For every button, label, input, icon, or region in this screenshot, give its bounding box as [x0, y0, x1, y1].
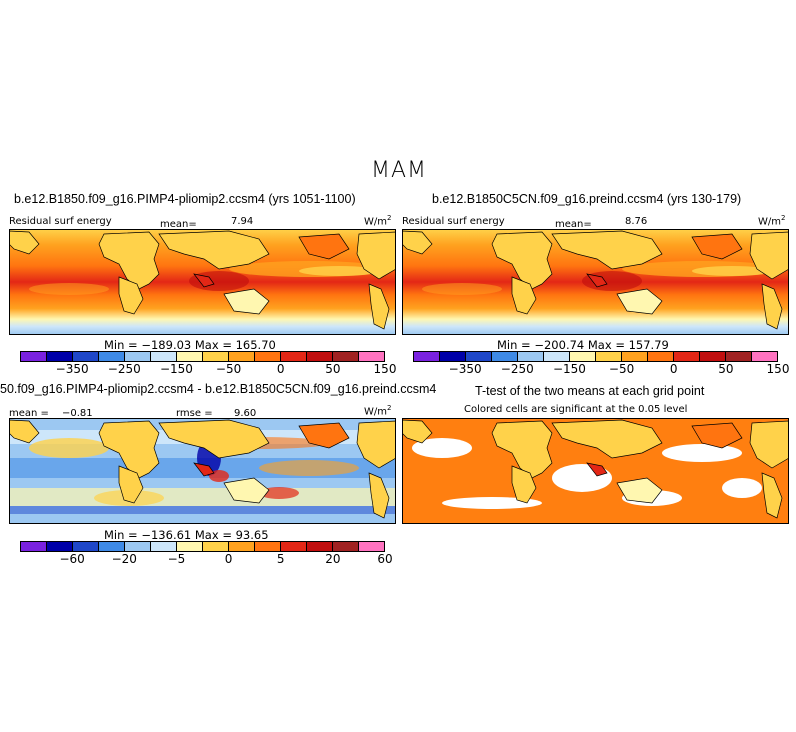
- panel3-map: [9, 418, 396, 524]
- colorbar-box: [255, 352, 281, 361]
- panel1-min-max: Min = −189.03 Max = 165.70: [104, 338, 276, 352]
- colorbar-box: [47, 542, 73, 551]
- panel1-units: W/m2: [364, 214, 392, 228]
- colorbar-tick-label: −150: [159, 362, 193, 376]
- colorbar-tick-label: 0: [669, 362, 678, 376]
- panel1-colorbar: [20, 351, 385, 362]
- panel3-colorbar: [20, 541, 385, 552]
- panel2-mean-label: mean=: [555, 219, 592, 230]
- colorbar-tick-label: −50: [215, 362, 242, 376]
- colorbar-tick-label: −60: [59, 552, 85, 566]
- figure-title: MAM: [371, 158, 428, 183]
- colorbar-box: [177, 542, 203, 551]
- colorbar-box: [333, 542, 359, 551]
- colorbar-box: [281, 352, 307, 361]
- colorbar-box: [21, 352, 47, 361]
- colorbar-box: [570, 352, 596, 361]
- colorbar-tick-label: 50: [325, 362, 341, 376]
- colorbar-box: [359, 352, 384, 361]
- panel3-units: W/m2: [364, 404, 392, 418]
- panel3-mean-label: mean =: [9, 408, 49, 419]
- panel2-min-max: Min = −200.74 Max = 157.79: [497, 338, 669, 352]
- colorbar-box: [333, 352, 359, 361]
- panel1-title: b.e12.B1850.f09_g16.PIMP4-pliomip2.ccsm4…: [14, 192, 356, 206]
- colorbar-box: [359, 542, 384, 551]
- colorbar-tick-label: 20: [325, 552, 341, 566]
- colorbar-box: [518, 352, 544, 361]
- panel1-mean-label: mean=: [160, 219, 197, 230]
- colorbar-tick-label: 0: [224, 552, 233, 566]
- colorbar-box: [229, 542, 255, 551]
- colorbar-tick-label: −50: [608, 362, 635, 376]
- panel2-variable-label: Residual surf energy: [402, 216, 505, 227]
- colorbar-tick-label: 5: [276, 552, 285, 566]
- colorbar-box: [73, 542, 99, 551]
- colorbar-box: [307, 352, 333, 361]
- colorbar-tick-label: −350: [55, 362, 89, 376]
- colorbar-box: [622, 352, 648, 361]
- colorbar-box: [73, 352, 99, 361]
- colorbar-tick-label: −250: [107, 362, 141, 376]
- colorbar-box: [752, 352, 777, 361]
- colorbar-box: [466, 352, 492, 361]
- colorbar-box: [203, 352, 229, 361]
- colorbar-box: [281, 542, 307, 551]
- colorbar-box: [203, 542, 229, 551]
- panel1-mean-value: 7.94: [231, 216, 254, 227]
- colorbar-box: [492, 352, 518, 361]
- colorbar-tick-label: −150: [552, 362, 586, 376]
- panel3-rmse-value: 9.60: [234, 408, 257, 419]
- panel4-subtitle: Colored cells are significant at the 0.0…: [464, 404, 688, 415]
- colorbar-box: [596, 352, 622, 361]
- panel1-variable-label: Residual surf energy: [9, 216, 112, 227]
- colorbar-box: [125, 352, 151, 361]
- colorbar-box: [674, 352, 700, 361]
- colorbar-box: [125, 542, 151, 551]
- colorbar-box: [99, 352, 125, 361]
- panel2-title: b.e12.B1850C5CN.f09_g16.preind.ccsm4 (yr…: [432, 192, 742, 206]
- colorbar-box: [726, 352, 752, 361]
- colorbar-box: [151, 542, 177, 551]
- panel4-title: T-test of the two means at each grid poi…: [475, 384, 705, 398]
- colorbar-tick-label: −350: [448, 362, 482, 376]
- colorbar-box: [307, 542, 333, 551]
- panel2-colorbar: [413, 351, 778, 362]
- colorbar-box: [700, 352, 726, 361]
- colorbar-box: [47, 352, 73, 361]
- colorbar-box: [544, 352, 570, 361]
- colorbar-box: [151, 352, 177, 361]
- colorbar-box: [21, 542, 47, 551]
- panel3-min-max: Min = −136.61 Max = 93.65: [104, 528, 269, 542]
- colorbar-tick-label: 50: [718, 362, 734, 376]
- panel1-map: [9, 229, 396, 335]
- colorbar-tick-label: 0: [276, 362, 285, 376]
- colorbar-tick-label: 150: [373, 362, 397, 376]
- colorbar-box: [255, 542, 281, 551]
- panel3-title: 50.f09_g16.PIMP4-pliomip2.ccsm4 - b.e12.…: [0, 382, 437, 396]
- colorbar-box: [177, 352, 203, 361]
- colorbar-box: [440, 352, 466, 361]
- panel2-map: [402, 229, 789, 335]
- colorbar-tick-label: 60: [377, 552, 393, 566]
- colorbar-tick-label: 150: [766, 362, 790, 376]
- colorbar-box: [99, 542, 125, 551]
- colorbar-box: [414, 352, 440, 361]
- colorbar-tick-label: −250: [500, 362, 534, 376]
- colorbar-tick-label: −5: [167, 552, 186, 566]
- panel2-mean-value: 8.76: [625, 216, 648, 227]
- colorbar-tick-label: −20: [111, 552, 137, 566]
- colorbar-box: [648, 352, 674, 361]
- panel3-rmse-label: rmse =: [176, 408, 213, 419]
- colorbar-box: [229, 352, 255, 361]
- panel2-units: W/m2: [758, 214, 786, 228]
- panel3-mean-value: −0.81: [62, 408, 93, 419]
- panel4-map: [402, 418, 789, 524]
